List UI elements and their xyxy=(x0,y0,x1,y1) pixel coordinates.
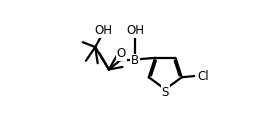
Text: O: O xyxy=(117,47,126,60)
Text: Cl: Cl xyxy=(197,70,209,83)
Text: B: B xyxy=(131,54,139,67)
Text: OH: OH xyxy=(94,25,112,37)
Text: OH: OH xyxy=(126,25,144,37)
Text: S: S xyxy=(161,86,169,99)
